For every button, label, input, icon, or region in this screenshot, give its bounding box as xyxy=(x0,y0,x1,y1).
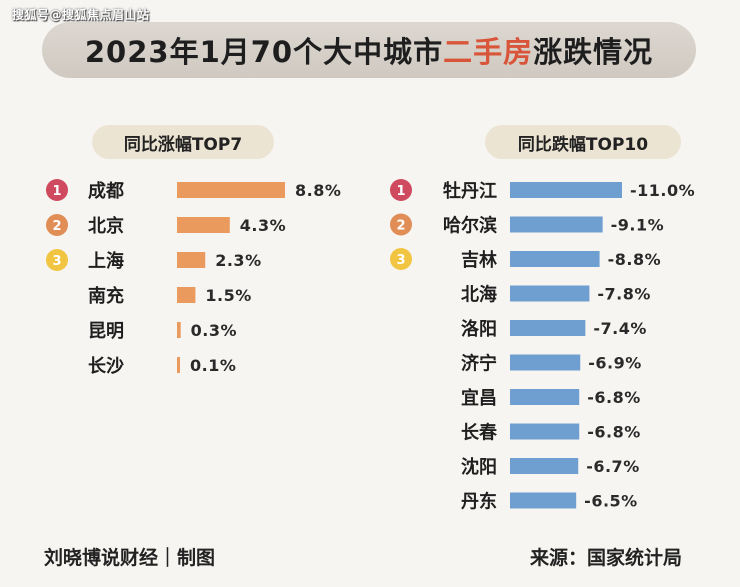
title-prefix: 2023年1月70个大中城市 xyxy=(84,35,444,69)
rise-city-label: 长沙 xyxy=(88,356,124,377)
fall-rank-number: 3 xyxy=(396,253,405,268)
rise-rank-number: 3 xyxy=(52,254,61,269)
fall-value-label: -6.8% xyxy=(587,388,641,407)
fall-city-label: 北海 xyxy=(461,284,497,306)
fall-bar xyxy=(510,458,579,474)
fall-value-label: -11.0% xyxy=(630,181,695,200)
fall-city-label: 牡丹江 xyxy=(443,180,497,202)
fall-bar xyxy=(510,354,581,371)
fall-value-label: -7.4% xyxy=(593,319,647,338)
page-title: 2023年1月70个大中城市 二手房 涨跌情况 xyxy=(42,22,696,78)
fall-value-label: -6.8% xyxy=(587,423,641,442)
rise-panel-title: 同比涨幅TOP7 xyxy=(92,125,274,159)
rise-rank-number: 2 xyxy=(52,219,61,234)
fall-bar xyxy=(510,389,580,405)
fall-rank-badge xyxy=(390,213,412,236)
fall-value-label: -6.7% xyxy=(586,457,640,476)
rise-value-label: 0.3% xyxy=(191,321,237,340)
fall-bar xyxy=(510,492,577,509)
rise-value-label: 4.3% xyxy=(240,216,286,235)
rise-rank-badge xyxy=(46,179,68,201)
fall-rank-number: 2 xyxy=(396,219,405,234)
fall-bar xyxy=(510,216,603,233)
fall-city-label: 吉林 xyxy=(461,249,497,271)
fall-panel-title: 同比跌幅TOP10 xyxy=(485,125,681,159)
rise-bar xyxy=(177,287,196,303)
rise-value-label: 1.5% xyxy=(205,286,251,305)
rise-city-label: 成都 xyxy=(88,180,124,202)
fall-rank-badge xyxy=(390,179,412,201)
fall-city-label: 长春 xyxy=(461,422,498,444)
rise-city-label: 上海 xyxy=(88,250,124,272)
rise-value-label: 0.1% xyxy=(190,356,236,375)
fall-bar xyxy=(510,285,590,302)
rise-value-label: 2.3% xyxy=(215,251,261,270)
rise-rank-number: 1 xyxy=(52,184,61,199)
fall-rank-number: 1 xyxy=(396,184,405,199)
fall-value-label: -6.5% xyxy=(584,492,638,511)
rise-bar xyxy=(177,357,180,373)
fall-bar xyxy=(510,320,586,336)
fall-city-label: 丹东 xyxy=(461,491,497,513)
fall-value-label: -6.9% xyxy=(588,354,642,373)
rise-city-label: 北京 xyxy=(88,215,124,237)
footer-credit: 刘晓博说财经｜制图 xyxy=(44,547,216,569)
fall-city-label: 沈阳 xyxy=(461,456,497,478)
rise-rank-badge xyxy=(46,214,68,236)
fall-city-label: 哈尔滨 xyxy=(443,215,497,237)
watermark-top: 搜狐号@搜狐焦点眉山站 xyxy=(12,8,150,22)
rise-bar xyxy=(177,322,181,338)
title-highlight: 二手房 xyxy=(443,35,534,69)
fall-city-label: 济宁 xyxy=(461,353,497,375)
rise-bar xyxy=(177,252,206,268)
rise-bar xyxy=(177,217,230,233)
rise-value-label: 8.8% xyxy=(295,181,341,200)
fall-bar xyxy=(510,251,600,267)
fall-city-label: 洛阳 xyxy=(461,318,497,340)
title-suffix: 涨跌情况 xyxy=(533,35,654,69)
fall-value-label: -7.8% xyxy=(597,285,651,304)
fall-city-label: 宜昌 xyxy=(461,387,497,409)
fall-rank-badge xyxy=(390,248,412,270)
rise-city-label: 南充 xyxy=(88,285,124,307)
rise-rank-badge xyxy=(46,249,68,271)
fall-value-label: -8.8% xyxy=(608,250,662,269)
footer-source: 来源：国家统计局 xyxy=(530,547,683,569)
rise-city-label: 昆明 xyxy=(88,321,124,342)
fall-bar xyxy=(510,423,580,440)
fall-value-label: -9.1% xyxy=(611,216,665,235)
rise-bar xyxy=(177,182,285,198)
fall-bar xyxy=(510,182,622,198)
